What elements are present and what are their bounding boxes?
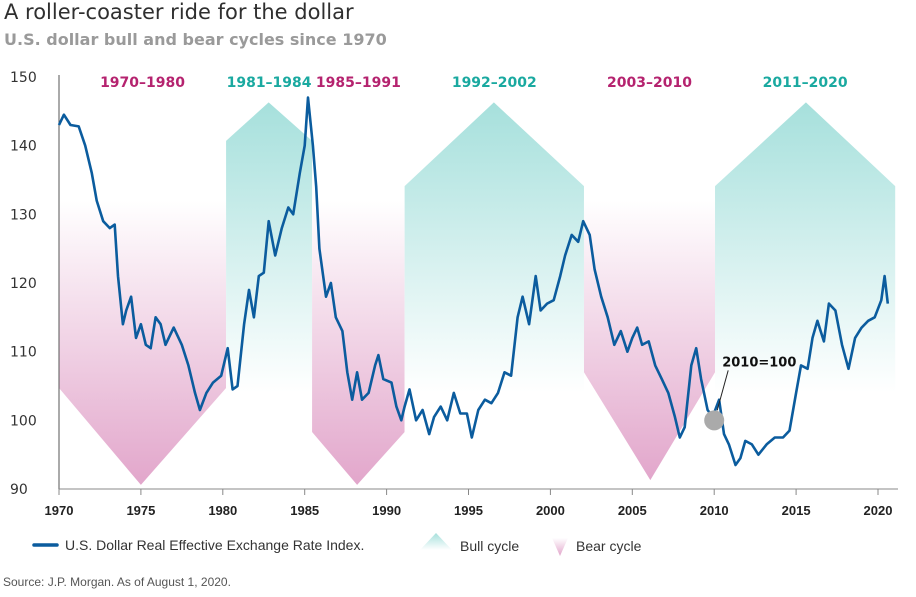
- y-tick-label: 90: [10, 482, 28, 498]
- cycle-label: 1981–1984: [227, 75, 312, 91]
- x-tick-label: 1970: [45, 503, 74, 518]
- bull-cycle-shape: [715, 102, 896, 489]
- legend-label-bear: Bear cycle: [576, 538, 642, 554]
- chart-title: A roller-coaster ride for the dollar: [4, 0, 354, 24]
- y-tick-label: 130: [10, 207, 37, 223]
- chart-subtitle: U.S. dollar bull and bear cycles since 1…: [4, 30, 387, 49]
- y-tick-label: 140: [10, 139, 37, 155]
- cycle-label: 2011–2020: [763, 75, 848, 91]
- bull-cycle-shape: [226, 102, 313, 489]
- cycle-label: 1985–1991: [316, 75, 401, 91]
- x-tick-label: 2000: [536, 503, 565, 518]
- legend-label-bull: Bull cycle: [460, 538, 519, 554]
- x-tick-label: 1995: [454, 503, 483, 518]
- source-note: Source: J.P. Morgan. As of August 1, 202…: [3, 575, 231, 589]
- cycle-label: 1970–1980: [100, 75, 185, 91]
- x-tick-label: 1985: [290, 503, 319, 518]
- y-tick-label: 120: [10, 276, 37, 292]
- cycle-label: 1992–2002: [452, 75, 537, 91]
- bear-cycle-shape: [583, 200, 716, 481]
- bull-cycle-shape: [404, 102, 584, 489]
- x-tick-label: 2005: [618, 503, 647, 518]
- x-tick-label: 1975: [126, 503, 155, 518]
- legend-bear-swatch: [552, 538, 568, 556]
- y-tick-label: 110: [10, 345, 37, 361]
- legend-bull-swatch: [420, 533, 452, 550]
- y-tick-label: 150: [10, 70, 37, 86]
- bear-cycle-shape: [59, 200, 227, 485]
- x-tick-label: 2015: [782, 503, 811, 518]
- x-tick-label: 1990: [372, 503, 401, 518]
- cycle-label: 2003–2010: [607, 75, 692, 91]
- bear-cycle-shape: [312, 200, 405, 485]
- series-line-reer: [57, 96, 890, 467]
- legend-label-index: U.S. Dollar Real Effective Exchange Rate…: [65, 537, 364, 553]
- x-tick-label: 1980: [208, 503, 237, 518]
- annotation-label: 2010=100: [722, 355, 796, 370]
- annotation-leader: [716, 370, 729, 411]
- y-tick-label: 100: [10, 413, 37, 429]
- x-tick-label: 2010: [700, 503, 729, 518]
- annotation-marker: [704, 410, 725, 431]
- x-tick-label: 2020: [864, 503, 893, 518]
